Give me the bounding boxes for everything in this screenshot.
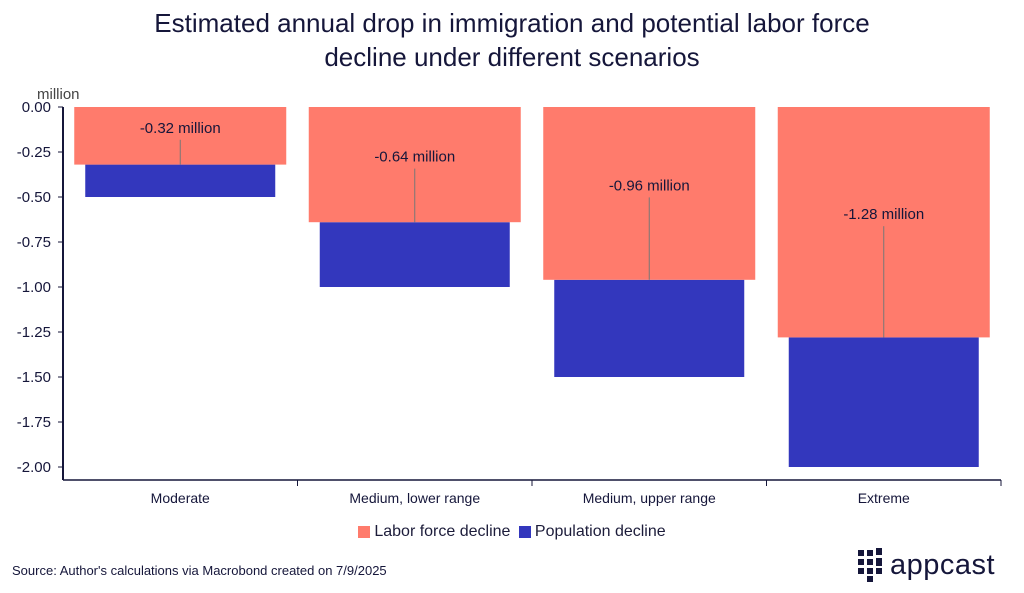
- bar-population: [788, 337, 979, 467]
- y-tick-label: -1.25: [17, 324, 51, 341]
- logo-mark-icon: [858, 548, 882, 582]
- title-line-2: decline under different scenarios: [324, 42, 700, 72]
- bar-population: [85, 164, 276, 197]
- legend-label-labor: Labor force decline: [374, 523, 511, 540]
- y-tick-label: -0.50: [17, 189, 51, 206]
- x-tick-label: Medium, upper range: [583, 490, 716, 506]
- source-note: Source: Author's calculations via Macrob…: [12, 563, 387, 578]
- legend-swatch-labor: [358, 526, 371, 538]
- y-axis-unit-label: million: [37, 86, 80, 103]
- legend-label-population: Population decline: [534, 523, 666, 540]
- legend: Labor force decline Population decline: [0, 523, 1024, 543]
- chart-title: Estimated annual drop in immigration and…: [0, 6, 1024, 74]
- appcast-logo: appcast: [858, 548, 995, 582]
- x-tick-label: Medium, lower range: [349, 490, 480, 506]
- bar-population: [319, 222, 510, 287]
- y-tick-label: 0.00: [22, 99, 51, 116]
- data-label: -0.96 million: [609, 177, 690, 194]
- x-tick-label: Moderate: [151, 490, 210, 506]
- data-label: -0.64 million: [374, 149, 455, 166]
- bar-population: [554, 279, 745, 377]
- y-tick-label: -0.75: [17, 234, 51, 251]
- y-tick-label: -1.75: [17, 414, 51, 431]
- x-tick-label: Extreme: [858, 490, 910, 506]
- data-label: -0.32 million: [140, 120, 221, 137]
- y-tick-label: -2.00: [17, 459, 51, 476]
- data-label: -1.28 million: [843, 206, 924, 223]
- y-tick-label: -1.00: [17, 279, 51, 296]
- legend-item-population: Population decline: [518, 523, 666, 541]
- title-line-1: Estimated annual drop in immigration and…: [154, 8, 870, 38]
- legend-item-labor: Labor force decline: [358, 523, 510, 541]
- y-tick-label: -1.50: [17, 369, 51, 386]
- y-tick-label: -0.25: [17, 144, 51, 161]
- logo-text: appcast: [890, 548, 996, 581]
- legend-swatch-population: [518, 526, 531, 538]
